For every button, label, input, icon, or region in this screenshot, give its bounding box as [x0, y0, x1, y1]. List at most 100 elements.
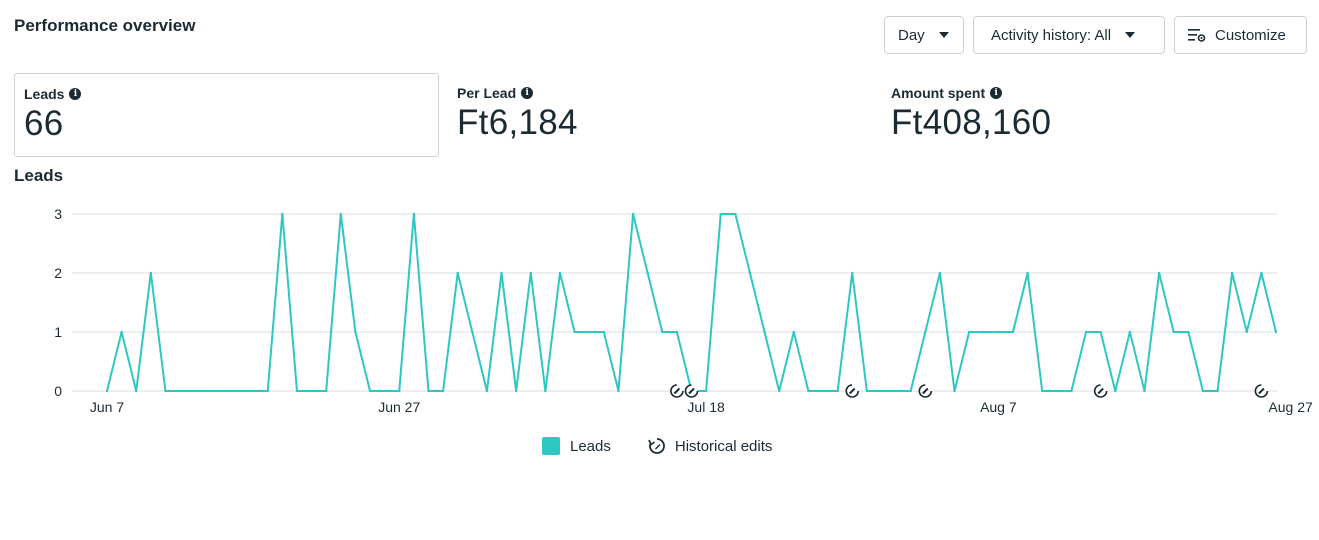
data-point	[617, 389, 620, 393]
metric-card-per-lead[interactable]: Per Lead i Ft6,184	[457, 73, 857, 157]
series-line-segment	[602, 331, 620, 392]
data-point	[777, 389, 781, 393]
data-point	[558, 271, 562, 275]
series-line-segment	[646, 272, 664, 333]
data-point	[471, 330, 474, 334]
data-point	[792, 330, 795, 334]
data-point	[193, 389, 196, 393]
historical-edit-marker[interactable]	[670, 384, 684, 398]
series-line-segment	[1011, 272, 1029, 333]
series-line-segment	[778, 331, 795, 392]
legend-swatch	[542, 437, 560, 455]
x-tick-label: Jul 18	[687, 399, 725, 415]
data-point	[851, 271, 854, 275]
data-point	[719, 212, 722, 216]
series-line-segment	[924, 272, 941, 333]
data-point	[675, 330, 679, 334]
historical-edit-marker[interactable]	[845, 384, 860, 398]
data-point	[500, 271, 503, 275]
data-point	[1099, 330, 1102, 334]
series-line-segment	[485, 272, 503, 392]
data-point	[1026, 271, 1029, 275]
series-line-segment	[1187, 331, 1204, 392]
data-point	[412, 212, 416, 216]
series-line-segment	[339, 213, 357, 333]
historical-edit-marker[interactable]	[1093, 384, 1108, 398]
historical-edits-icon	[648, 438, 665, 454]
series-line-segment	[1070, 331, 1088, 392]
data-point	[1230, 271, 1234, 275]
data-point	[1055, 389, 1059, 393]
leads-line-chart: 0 1 2 3 Jun 7 Jun 27 Jul 18 Aug 7 Aug 27	[54, 206, 1313, 415]
customize-button[interactable]: Customize	[1174, 16, 1307, 54]
data-point	[339, 212, 342, 216]
data-point	[456, 271, 459, 275]
metric-card-leads[interactable]: Leads i 66	[14, 73, 439, 157]
historical-edit-marker[interactable]	[1254, 384, 1269, 398]
data-point	[1143, 389, 1146, 393]
data-point	[281, 212, 284, 216]
data-point	[529, 271, 532, 275]
series-line-segment	[909, 331, 927, 392]
series-line-segment	[1143, 272, 1161, 392]
data-point	[602, 330, 606, 334]
data-point	[997, 330, 1000, 334]
chart-title: Leads	[14, 166, 64, 185]
metric-value: 66	[24, 104, 64, 143]
x-tick-label: Jun 7	[90, 399, 124, 415]
info-icon[interactable]: i	[990, 87, 1003, 99]
series-line-segment	[705, 213, 722, 392]
data-point	[573, 330, 576, 334]
legend-item-historical-edits[interactable]: Historical edits	[647, 436, 772, 456]
series-line-segment	[1231, 272, 1248, 333]
data-point	[836, 389, 839, 393]
data-point	[865, 389, 869, 393]
series-line-segment	[851, 272, 868, 392]
series-line-segment	[120, 331, 138, 392]
legend-item-leads[interactable]: Leads	[542, 437, 611, 455]
series-line-segment	[529, 272, 547, 392]
historical-edit-marker[interactable]	[918, 384, 933, 398]
customize-settings-icon	[1188, 29, 1206, 42]
series-line-segment	[106, 331, 123, 392]
data-point	[894, 389, 898, 393]
data-point	[1084, 330, 1088, 334]
data-point	[588, 330, 591, 334]
metric-value: Ft408,160	[891, 103, 1052, 142]
y-tick-label: 1	[54, 324, 62, 340]
data-point	[1187, 330, 1190, 334]
data-point	[1011, 330, 1015, 334]
series-line-segment	[1260, 272, 1277, 333]
data-point	[178, 389, 182, 393]
data-point	[631, 212, 635, 216]
data-point	[485, 389, 489, 393]
series-line-segment	[748, 272, 766, 333]
series-line-segment	[938, 272, 956, 392]
caret-down-icon	[1125, 32, 1136, 38]
series-line-segment	[1245, 272, 1263, 333]
x-tick-label: Aug 7	[980, 399, 1017, 415]
data-point	[1157, 271, 1161, 275]
day-dropdown[interactable]: Day	[884, 16, 964, 54]
info-icon[interactable]: i	[521, 87, 534, 99]
series-line-segment	[456, 272, 474, 333]
historical-edit-marker[interactable]	[684, 384, 699, 398]
activity-history-dropdown[interactable]: Activity history: All	[973, 16, 1165, 54]
data-point	[164, 389, 167, 393]
data-point	[514, 389, 518, 393]
series-line-segment	[281, 213, 298, 392]
info-icon[interactable]: i	[69, 88, 82, 100]
series-line-segment	[135, 272, 152, 392]
data-point	[646, 271, 649, 275]
data-point	[821, 389, 825, 393]
series-line-segment	[763, 331, 781, 392]
series-line-segment	[354, 331, 372, 392]
data-point	[1216, 389, 1219, 393]
metric-card-amount-spent[interactable]: Amount spent i Ft408,160	[891, 73, 1291, 157]
day-dropdown-label: Day	[898, 26, 925, 44]
data-point	[704, 389, 708, 393]
series-line-segment	[836, 272, 854, 392]
data-point	[441, 389, 445, 393]
series-line-segment	[325, 213, 342, 392]
